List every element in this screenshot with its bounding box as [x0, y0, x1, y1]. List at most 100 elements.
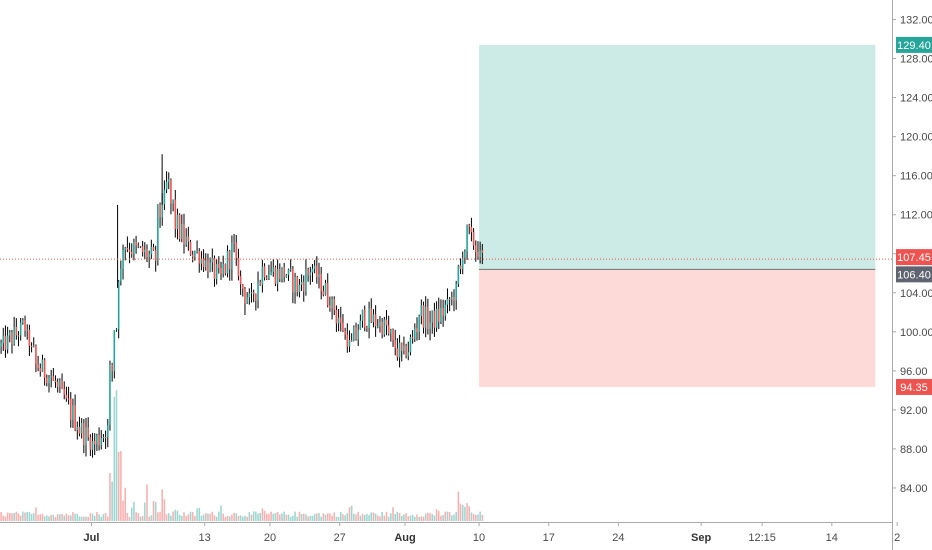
volume-bar [261, 508, 264, 521]
candle-body [285, 274, 288, 278]
candle-body [446, 298, 449, 305]
candle-body [429, 322, 431, 330]
candle-body [400, 342, 403, 352]
candle-body [146, 249, 148, 258]
candle-body [113, 330, 116, 372]
volume-bar [329, 513, 331, 521]
candle-body [0, 343, 2, 347]
loss-zone[interactable] [479, 269, 876, 387]
volume-bar [220, 505, 222, 521]
volume-bar [176, 510, 179, 521]
volume-bar [126, 512, 129, 521]
volume-bar [370, 512, 373, 521]
candle-body [437, 308, 440, 322]
candle-body [361, 309, 364, 321]
volume-bar [98, 514, 100, 521]
time-tick-label: 14 [826, 532, 838, 544]
stop-price-badge[interactable]: 94.35 [896, 378, 932, 395]
candle-body [220, 268, 222, 275]
current-price-badge-label: 107.45 [897, 252, 931, 264]
candle-body [348, 340, 351, 347]
volume-bar [322, 513, 325, 521]
volume-bar [41, 513, 44, 521]
candle-body [468, 225, 471, 227]
target-price-badge[interactable]: 129.40 [896, 36, 932, 53]
candle-body [102, 436, 105, 439]
volume-bar [144, 502, 146, 521]
volume-bar [200, 515, 203, 521]
candle-body [339, 317, 342, 323]
volume-bar [72, 512, 74, 521]
candle-body [311, 268, 314, 273]
time-tick-label: 20 [264, 532, 276, 544]
candle-body [65, 394, 68, 399]
candle-body [357, 329, 359, 340]
candle-body [11, 332, 13, 345]
candle-body [181, 223, 183, 239]
candle-body [372, 314, 375, 323]
volume-bar [324, 514, 327, 521]
volume-bar [285, 514, 288, 521]
candle-body [2, 335, 5, 344]
current-price-badge[interactable]: 107.45 [896, 249, 932, 266]
candle-body [224, 264, 227, 274]
entry-price-badge-bg [896, 266, 932, 283]
volume-bars [0, 390, 484, 521]
candle-body [346, 334, 349, 347]
candle-body [379, 321, 381, 327]
candle-body [54, 380, 57, 382]
candle-body [272, 267, 275, 272]
candle-body [281, 267, 283, 280]
current-price-badge-bg [896, 249, 932, 266]
volume-bar [59, 514, 61, 521]
volume-bar [424, 513, 427, 521]
volume-bar [427, 512, 429, 521]
volume-bar [226, 516, 229, 521]
candle-body [165, 181, 168, 190]
candle-body [159, 204, 161, 218]
entry-price-badge[interactable]: 106.40 [896, 266, 932, 283]
candle-body [109, 364, 111, 426]
candle-body [13, 326, 15, 345]
candle-body [41, 359, 44, 372]
volume-bar [429, 513, 431, 521]
volume-bar [0, 512, 2, 521]
candle-body [93, 440, 96, 445]
volume-bar [459, 503, 462, 521]
volume-bar [451, 515, 453, 521]
volume-bar [189, 511, 192, 521]
profit-zone[interactable] [479, 44, 876, 270]
volume-bar [300, 513, 303, 521]
volume-bar [294, 511, 296, 521]
volume-bar [302, 513, 305, 521]
volume-bar [414, 516, 416, 521]
candle-body [117, 281, 120, 330]
candle-body [313, 265, 316, 269]
candle-body [363, 309, 366, 328]
candle-body [37, 364, 39, 369]
volume-bar [346, 513, 349, 521]
candle-body [385, 319, 388, 326]
volume-bar [87, 516, 89, 521]
volume-bar [248, 511, 251, 521]
candle-body [50, 376, 52, 378]
volume-bar [104, 512, 107, 521]
candle-body [433, 310, 436, 328]
volume-bar [135, 512, 137, 521]
candle-body [176, 214, 179, 230]
candle-body [207, 260, 209, 272]
candle-body [309, 272, 312, 276]
volume-bar [433, 515, 436, 521]
volume-bar [335, 516, 338, 521]
price-tick-label: 120.00 [900, 132, 932, 144]
candle-body [218, 264, 220, 269]
volume-bar [130, 507, 133, 521]
volume-bar [187, 514, 190, 521]
volume-bar [342, 514, 344, 521]
volume-bar [4, 516, 7, 521]
volume-bar [163, 499, 166, 521]
candle-body [196, 251, 198, 253]
volume-bar [161, 489, 164, 521]
